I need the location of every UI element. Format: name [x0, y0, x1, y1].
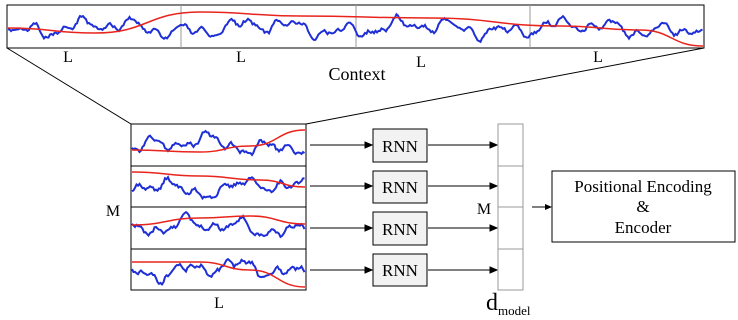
rnn-box — [372, 170, 428, 204]
rnn-block: RNN RNN RNN RNN — [372, 128, 428, 287]
encoder-block: Positional Encoding & Encoder — [551, 170, 736, 243]
zoom-line-right — [305, 47, 705, 125]
segment-stack — [130, 123, 307, 291]
segment-to-rnn-arrows — [310, 141, 374, 274]
segment-signal-line — [131, 210, 306, 239]
context-trend-line — [7, 11, 704, 47]
rnn-label: RNN — [382, 137, 418, 156]
segment-signal-line — [131, 129, 306, 157]
embedding-dim-main: d — [486, 290, 498, 316]
rnn-label: RNN — [382, 261, 418, 280]
segment-signal-line — [131, 257, 306, 286]
encoder-line-3: Encoder — [615, 218, 672, 237]
context-segment-label: L — [236, 49, 246, 66]
segment-signal-line — [131, 175, 305, 201]
rnn-box — [372, 211, 428, 246]
encoder-line-2: & — [636, 197, 649, 216]
context-strip — [6, 4, 705, 49]
context-segment-label: L — [63, 49, 73, 66]
encoder-line-1: Positional Encoding — [574, 177, 712, 196]
rnn-box — [372, 128, 428, 163]
context-segment-label: L — [416, 54, 426, 71]
segment-trend-line — [131, 129, 306, 153]
embedding-to-encoder-arrowhead — [545, 204, 552, 210]
segment-trend-line — [132, 261, 306, 288]
rnn-label: RNN — [382, 220, 418, 239]
embedding-column — [497, 123, 524, 291]
embedding-dim-sub: model — [498, 303, 531, 318]
embedding-rows-label: M — [477, 201, 491, 218]
rnn-to-embedding-arrows — [428, 141, 499, 274]
context-label: Context — [329, 64, 386, 84]
rnn-label: RNN — [382, 178, 418, 197]
stack-length-label: L — [214, 295, 224, 312]
encoder-box — [551, 170, 736, 243]
segment-trend-line — [131, 171, 306, 188]
context-segment-label: L — [593, 49, 603, 66]
rnn-box — [372, 253, 428, 287]
zoom-line-left — [6, 47, 132, 125]
segment-trend-line — [131, 215, 306, 226]
embedding-dim-label: dmodel — [486, 290, 531, 318]
stack-rows-label: M — [106, 203, 120, 220]
